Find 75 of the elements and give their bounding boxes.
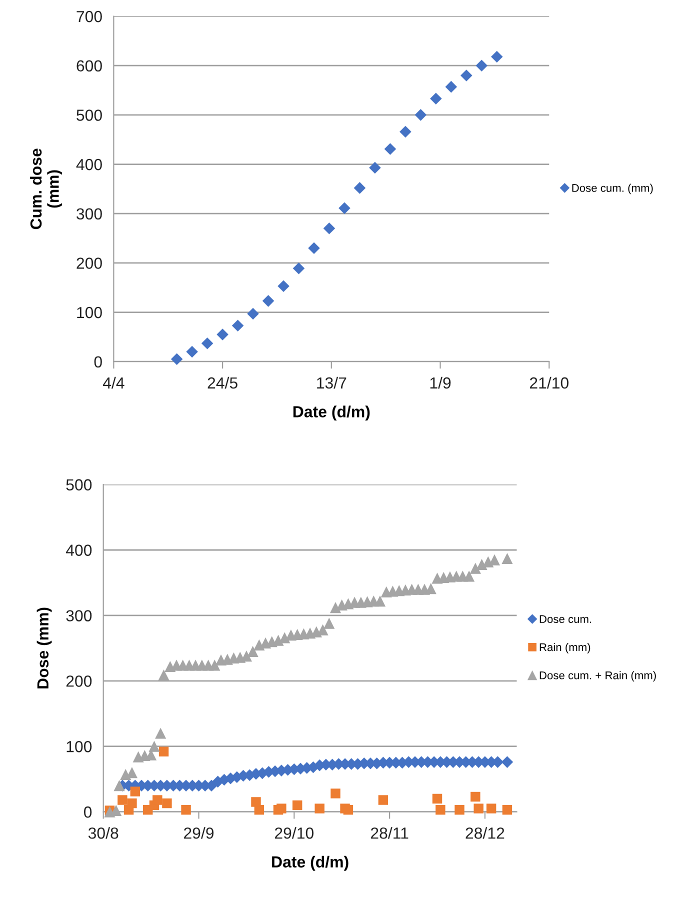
- y-tick-label: 500: [76, 110, 102, 121]
- legend-label: Dose cum. + Rain (mm): [540, 671, 656, 682]
- point: [118, 795, 128, 805]
- point: [343, 804, 354, 815]
- point: [414, 109, 427, 121]
- y-tick-label: 0: [94, 356, 102, 368]
- point: [276, 804, 286, 814]
- legend-label: Dose cum.: [540, 615, 592, 624]
- point: [436, 804, 446, 815]
- y-tick-label: 500: [66, 479, 92, 490]
- point: [470, 792, 480, 802]
- point: [292, 800, 302, 810]
- x-axis-title: Date (d/m): [272, 856, 348, 871]
- x-tick-label: 30/8: [88, 827, 118, 839]
- point: [278, 280, 290, 292]
- point: [502, 804, 512, 815]
- point: [170, 353, 183, 366]
- x-tick-label: 28/11: [370, 827, 408, 839]
- point: [262, 295, 274, 307]
- point: [400, 126, 412, 138]
- legend-label: Rain (mm): [540, 642, 590, 654]
- x-tick-label: 21/10: [530, 376, 568, 389]
- point: [130, 786, 140, 796]
- y-tick-label: 700: [76, 10, 102, 22]
- point: [254, 804, 264, 815]
- point: [474, 804, 484, 814]
- x-tick-label: 4/4: [102, 376, 124, 389]
- y-axis-title: Cum. dose (mm): [30, 148, 62, 230]
- x-tick-label: 29/9: [184, 827, 214, 839]
- point: [181, 804, 191, 815]
- point: [158, 746, 169, 756]
- point: [460, 70, 472, 82]
- point: [162, 798, 172, 808]
- y-tick-label: 400: [76, 158, 102, 170]
- y-tick-label: 0: [84, 806, 92, 818]
- point: [152, 795, 162, 805]
- x-tick-label: 13/7: [317, 376, 346, 389]
- point: [490, 50, 503, 63]
- y-axis-title: Dose (mm): [36, 608, 52, 688]
- point: [338, 202, 350, 214]
- point: [330, 788, 340, 798]
- y-tick-label: 300: [66, 610, 92, 622]
- y-tick-label: 200: [76, 258, 102, 269]
- point: [201, 337, 214, 350]
- point: [308, 242, 320, 254]
- x-tick-label: 28/12: [466, 827, 504, 839]
- point: [216, 328, 228, 340]
- point: [454, 804, 464, 815]
- y-tick-label: 600: [76, 60, 102, 72]
- point: [323, 222, 336, 234]
- x-tick-label: 24/5: [208, 376, 238, 389]
- point: [369, 162, 381, 174]
- x-tick-label: 29/10: [274, 827, 314, 839]
- point: [384, 143, 396, 155]
- y-tick-label: 400: [66, 544, 92, 556]
- point: [292, 262, 305, 274]
- point: [445, 80, 458, 93]
- x-axis-title: Date (d/m): [293, 406, 370, 421]
- point: [314, 804, 324, 814]
- point: [378, 795, 388, 805]
- point: [354, 182, 366, 194]
- y-tick-label: 200: [66, 676, 92, 687]
- point: [430, 92, 442, 105]
- point: [486, 804, 496, 814]
- y-tick-label: 100: [77, 306, 102, 318]
- point: [127, 798, 137, 808]
- legend-label: Dose cum. (mm): [572, 184, 653, 194]
- point: [476, 60, 488, 72]
- point: [232, 320, 244, 332]
- x-tick-label: 1/9: [430, 376, 451, 389]
- point: [247, 308, 259, 320]
- point: [186, 346, 198, 358]
- y-tick-label: 100: [66, 740, 92, 752]
- y-tick-label: 300: [76, 208, 102, 220]
- point: [432, 794, 442, 804]
